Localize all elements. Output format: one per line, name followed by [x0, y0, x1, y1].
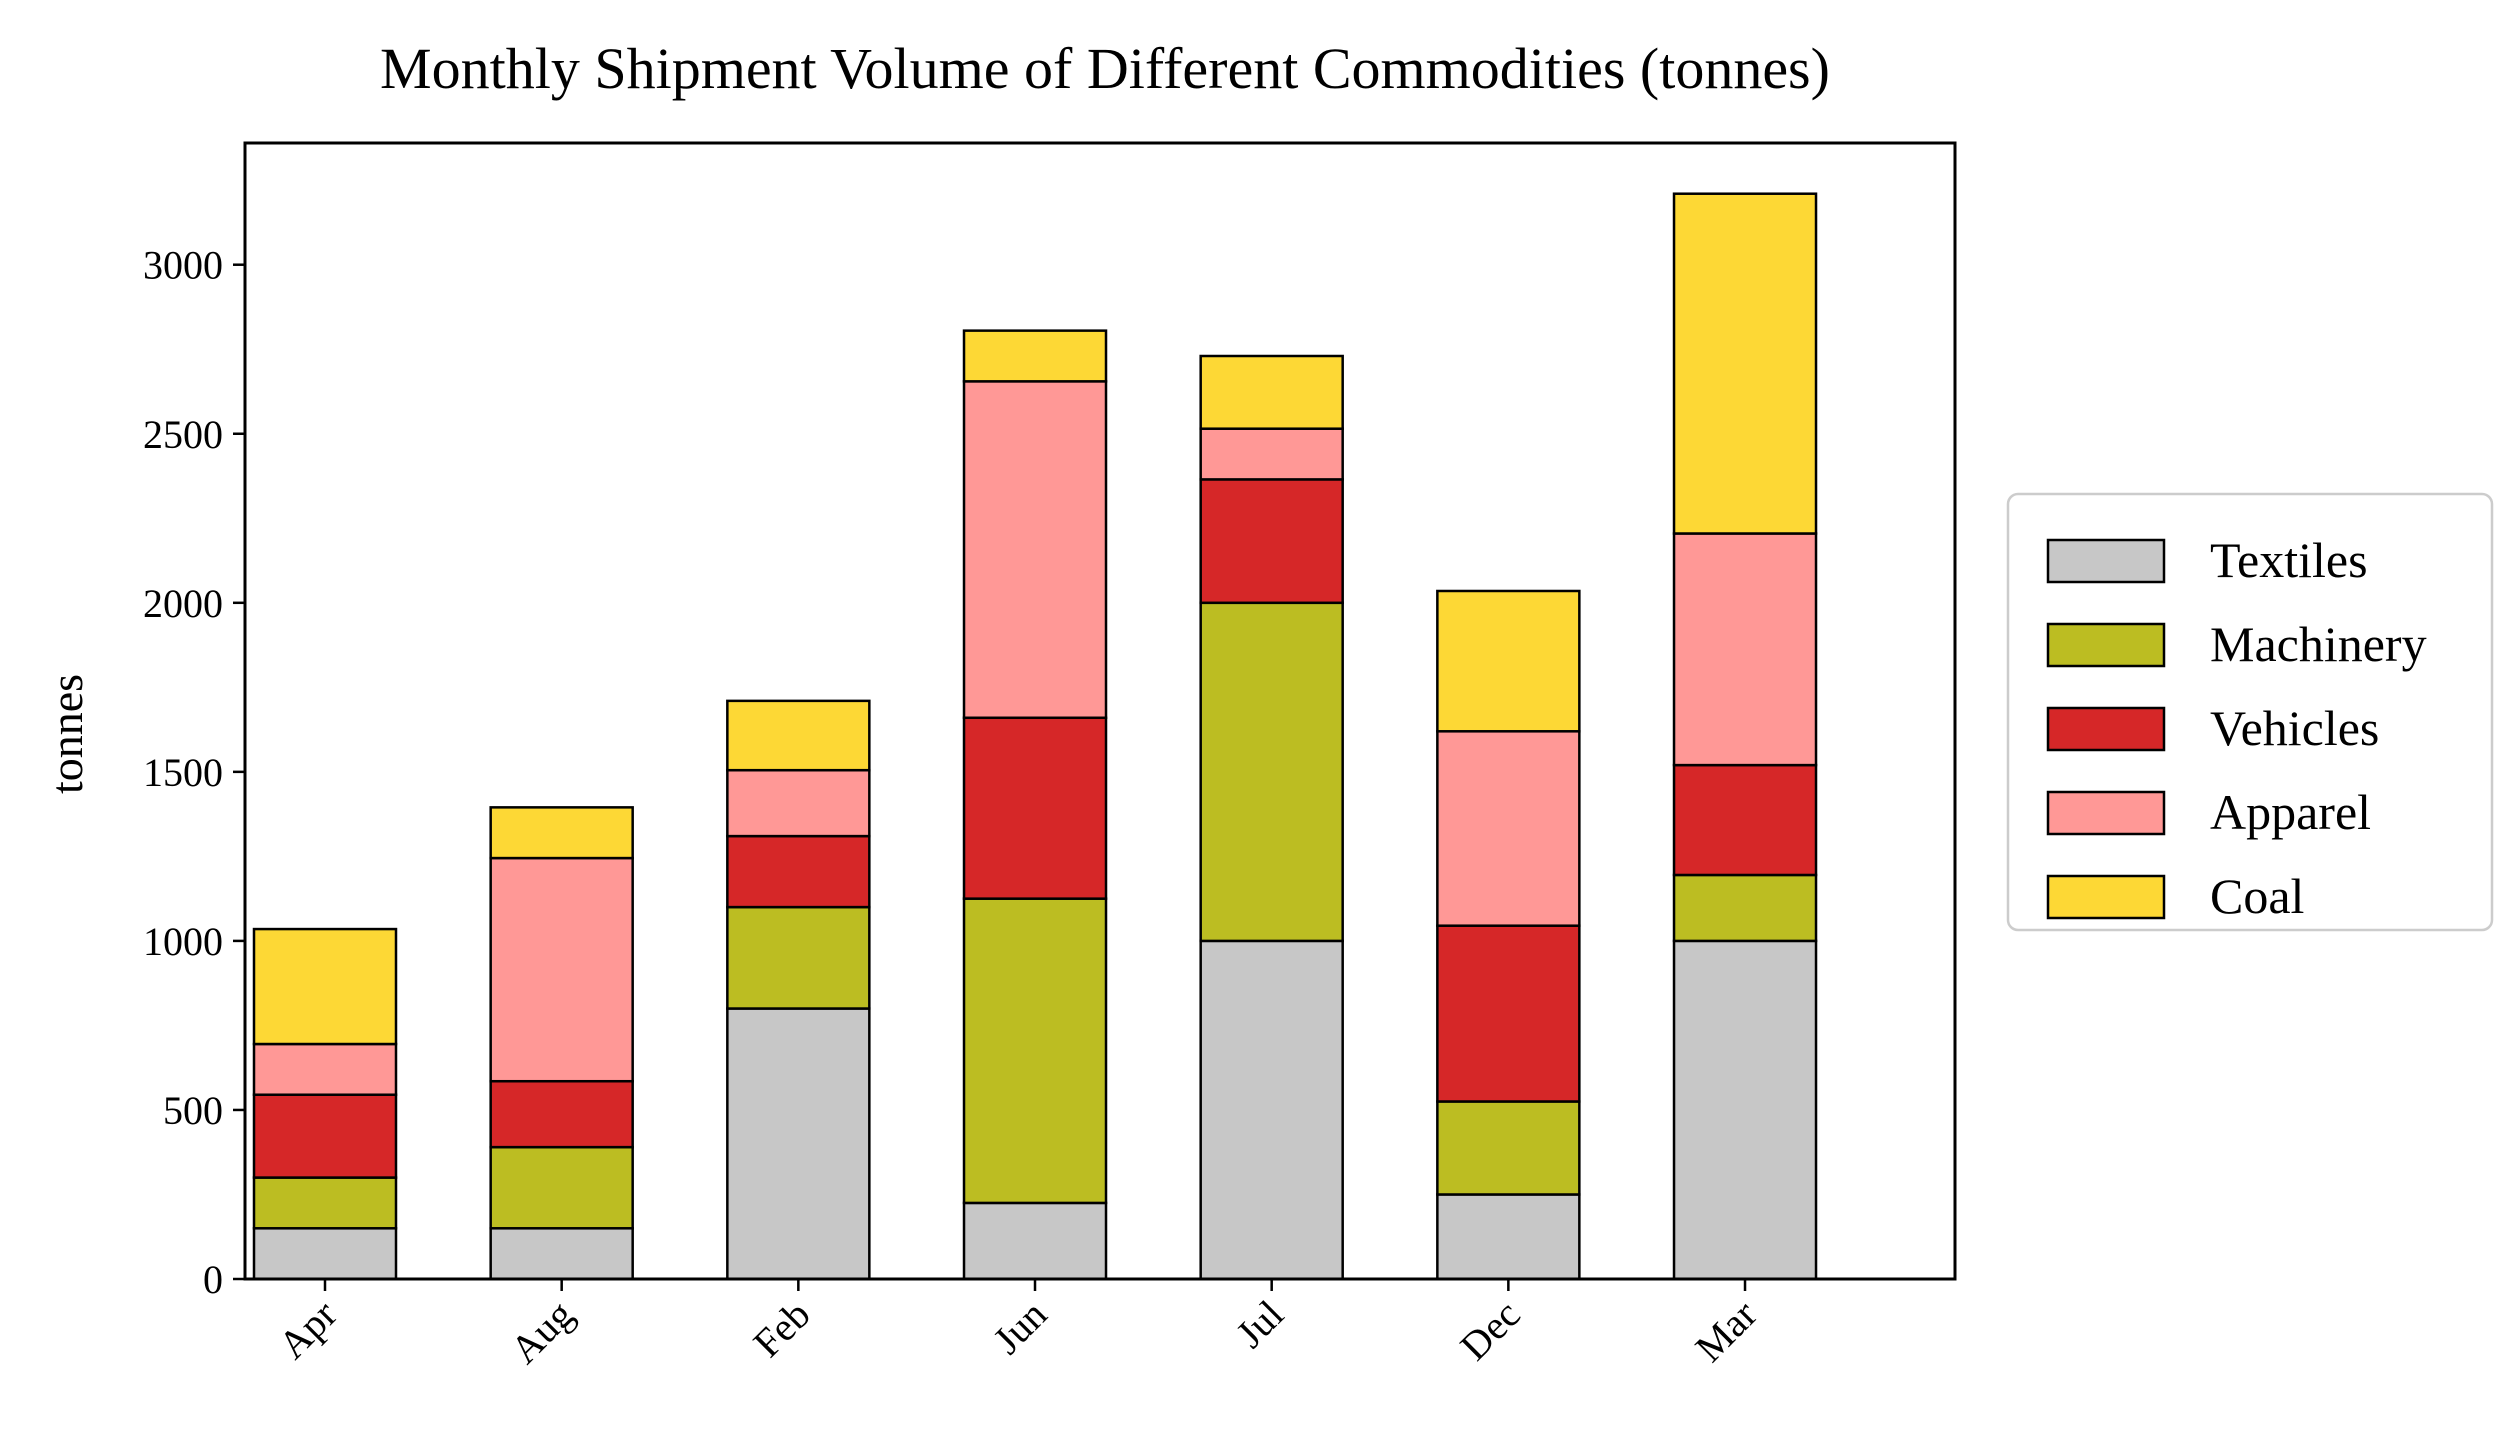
bar-segment-coal-feb — [726, 699, 871, 772]
legend-label-vehicles: Vehicles — [2210, 700, 2379, 756]
bar-segment-textiles-jun — [962, 1201, 1108, 1281]
bar-segment-machinery-apr — [252, 1176, 398, 1230]
bar-segment-textiles-mar — [1672, 939, 1818, 1281]
bar-segment-coal-apr — [252, 927, 398, 1046]
bar-segment-vehicles-jul — [1199, 478, 1344, 605]
bar-segment-coal-aug — [489, 806, 634, 860]
chart-title: Monthly Shipment Volume of Different Com… — [380, 36, 1830, 101]
bar-segment-textiles-dec — [1436, 1193, 1581, 1281]
bar-segment-machinery-dec — [1436, 1100, 1581, 1196]
y-tick-label: 2000 — [143, 581, 223, 626]
bar-segment-textiles-feb — [726, 1007, 871, 1281]
bar-segment-apparel-aug — [489, 856, 634, 1083]
bar-segment-apparel-jun — [962, 380, 1108, 720]
bar-segment-textiles-jul — [1199, 939, 1344, 1281]
y-tick-label: 500 — [163, 1088, 223, 1133]
x-tick-label-feb: Feb — [744, 1292, 818, 1366]
bars-layer — [252, 192, 1818, 1281]
bar-segment-apparel-apr — [252, 1042, 398, 1096]
bar-segment-vehicles-feb — [726, 834, 871, 909]
bar-segment-apparel-dec — [1436, 730, 1581, 927]
bar-segment-machinery-feb — [726, 905, 871, 1010]
legend-label-coal: Coal — [2210, 868, 2304, 924]
x-tick-label-aug: Aug — [502, 1292, 583, 1373]
bar-segment-coal-mar — [1672, 192, 1818, 535]
y-tick-label: 1500 — [143, 750, 223, 795]
bar-segment-apparel-jul — [1199, 427, 1344, 481]
bar-segment-machinery-aug — [489, 1145, 634, 1230]
y-axis-label: tonnes — [41, 674, 92, 794]
bar-segment-vehicles-apr — [252, 1093, 398, 1179]
bar-segment-vehicles-mar — [1672, 763, 1818, 877]
bar-segment-coal-jun — [962, 329, 1108, 383]
x-tick-label-mar: Mar — [1686, 1292, 1765, 1371]
bar-segment-vehicles-aug — [489, 1079, 634, 1149]
x-tick-label-apr: Apr — [270, 1292, 346, 1368]
y-tick-label: 0 — [203, 1257, 223, 1302]
bar-segment-coal-jul — [1199, 354, 1344, 430]
bar-segment-textiles-apr — [252, 1227, 398, 1281]
bar-segment-coal-dec — [1436, 589, 1581, 733]
legend-swatch-apparel — [2046, 790, 2166, 836]
y-tick-label: 2500 — [143, 412, 223, 457]
legend-swatch-textiles — [2046, 538, 2166, 584]
bar-segment-machinery-mar — [1672, 873, 1818, 943]
legend-label-machinery: Machinery — [2210, 616, 2427, 672]
bar-segment-vehicles-jun — [962, 716, 1108, 900]
y-tick-label: 1000 — [143, 919, 223, 964]
legend-label-apparel: Apparel — [2210, 784, 2371, 840]
x-tick-label-jun: Jun — [984, 1292, 1055, 1363]
bar-segment-apparel-mar — [1672, 532, 1818, 767]
legend: Textiles Machinery Vehicles Apparel Coal — [2006, 492, 2494, 932]
legend-swatch-machinery — [2046, 622, 2166, 668]
x-tick-label-dec: Dec — [1451, 1292, 1528, 1369]
legend-swatch-coal — [2046, 874, 2166, 920]
bar-segment-vehicles-dec — [1436, 924, 1581, 1103]
legend-swatch-vehicles — [2046, 706, 2166, 752]
bar-segment-machinery-jun — [962, 897, 1108, 1205]
x-tick-label-jul: Jul — [1227, 1292, 1292, 1357]
bar-segment-textiles-aug — [489, 1227, 634, 1281]
plot-frame — [243, 141, 1957, 1281]
bar-segment-machinery-jul — [1199, 601, 1344, 943]
bar-segment-apparel-feb — [726, 768, 871, 838]
y-tick-label: 3000 — [143, 243, 223, 288]
legend-label-textiles: Textiles — [2210, 532, 2368, 588]
